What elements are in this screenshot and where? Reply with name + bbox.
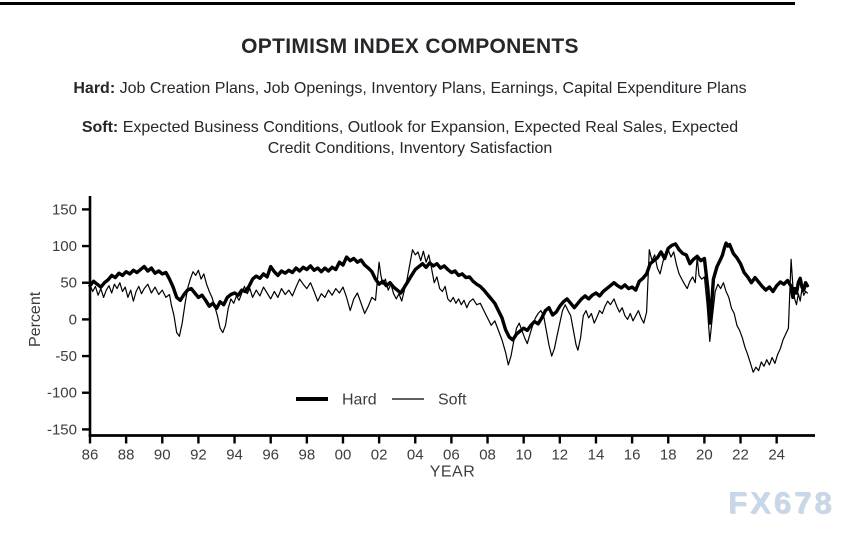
y-tick-label: -100	[47, 385, 77, 402]
y-tick-label: 150	[52, 201, 77, 218]
x-tick-label: 98	[298, 447, 315, 464]
y-tick-label: 100	[52, 238, 77, 255]
hard-components-description: Hard: Job Creation Plans, Job Openings, …	[0, 80, 820, 98]
y-tick-label: -50	[55, 348, 77, 365]
x-tick-label: 90	[154, 447, 171, 464]
soft-components-description: Soft: Expected Business Conditions, Outl…	[0, 117, 820, 159]
x-tick-label: 00	[335, 447, 352, 464]
x-tick-label: 08	[479, 447, 496, 464]
legend-label-soft: Soft	[438, 392, 467, 409]
page-title: OPTIMISM INDEX COMPONENTS	[241, 35, 579, 58]
hard-label: Hard:	[73, 80, 116, 97]
y-axis-title: Percent	[27, 291, 44, 347]
x-tick-label: 24	[768, 447, 785, 464]
legend-label-hard: Hard	[342, 392, 377, 409]
soft-label: Soft:	[81, 119, 119, 136]
x-tick-label: 04	[407, 447, 424, 464]
x-tick-label: 22	[732, 447, 749, 464]
x-tick-label: 02	[371, 447, 388, 464]
x-tick-label: 96	[262, 447, 279, 464]
soft-desc-line1: Expected Business Conditions, Outlook fo…	[118, 119, 739, 136]
y-tick-label: 0	[69, 311, 77, 328]
x-tick-label: 20	[696, 447, 713, 464]
top-border-rule	[0, 2, 795, 5]
x-tick-label: 10	[515, 447, 532, 464]
x-tick-label: 94	[226, 447, 243, 464]
hard-desc-text: Job Creation Plans, Job Openings, Invent…	[115, 80, 747, 97]
x-tick-label: 06	[443, 447, 460, 464]
x-tick-label: 88	[118, 447, 135, 464]
x-tick-label: 16	[624, 447, 641, 464]
x-tick-label: 14	[588, 447, 605, 464]
x-tick-label: 92	[190, 447, 207, 464]
y-tick-label: -150	[47, 421, 77, 438]
x-tick-label: 86	[82, 447, 99, 464]
y-tick-label: 50	[60, 275, 77, 292]
soft-desc-line2: Credit Conditions, Inventory Satisfactio…	[267, 140, 553, 157]
series-line-soft	[89, 249, 809, 373]
x-tick-label: 18	[660, 447, 677, 464]
fx678-watermark: FX678	[728, 485, 835, 520]
x-tick-label: 12	[551, 447, 568, 464]
series-line-hard	[88, 241, 810, 342]
x-axis-title: YEAR	[430, 464, 476, 481]
